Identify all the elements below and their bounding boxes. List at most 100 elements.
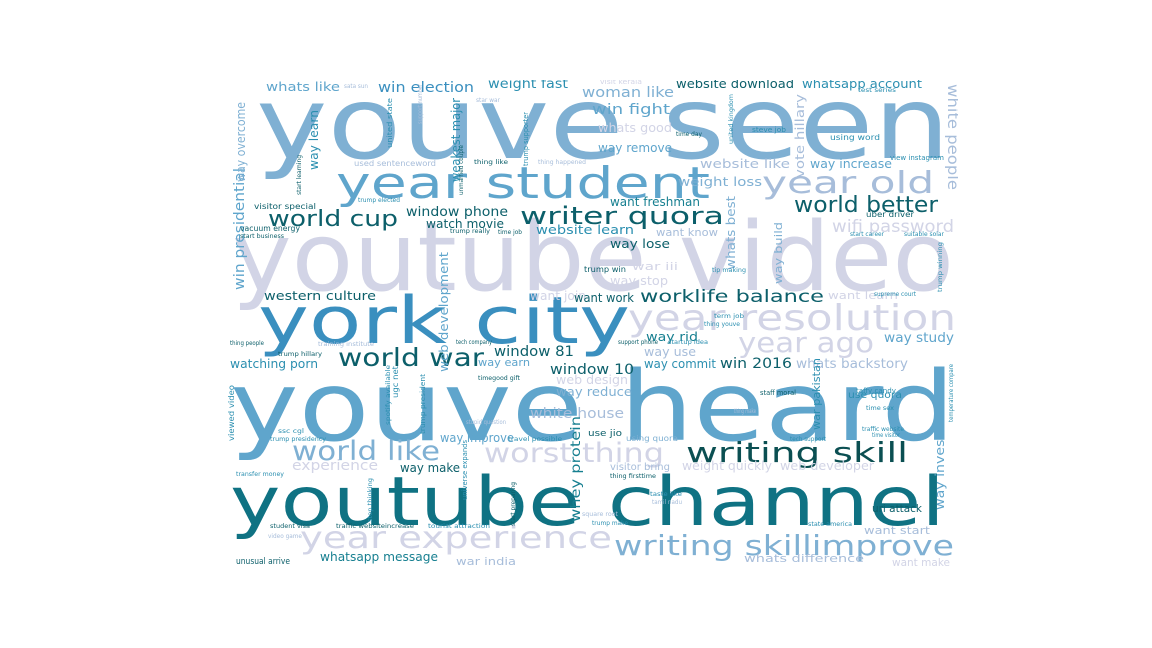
word: time sex xyxy=(866,405,894,412)
word: woman like xyxy=(582,85,674,101)
word: way reduce xyxy=(556,385,632,399)
word: website like xyxy=(700,157,790,171)
word: worst thing xyxy=(484,438,664,469)
word: win fight xyxy=(592,102,671,118)
word: watching porn xyxy=(230,357,318,371)
word: way build xyxy=(772,222,785,284)
word: want learn xyxy=(828,289,898,302)
word: youve heard xyxy=(230,351,955,463)
word: year resolution xyxy=(628,298,956,339)
word: video game xyxy=(268,533,302,540)
word: visit kerala xyxy=(600,80,642,86)
word: weight loss xyxy=(678,175,762,189)
word: want start xyxy=(864,524,931,537)
word: war pakistan xyxy=(810,358,823,430)
word: world cup xyxy=(268,207,398,232)
word: whats difference xyxy=(744,552,864,565)
word: united state xyxy=(386,98,394,148)
word: temperature compare xyxy=(948,364,955,422)
word: western culture xyxy=(264,289,376,303)
word: use jio xyxy=(588,429,623,439)
word: window phone xyxy=(406,205,508,220)
word: term job xyxy=(714,313,744,320)
word: whats good xyxy=(598,121,672,135)
word: way improve xyxy=(440,431,514,445)
word: thing firsttime xyxy=(610,473,656,480)
word: start learning xyxy=(296,155,303,195)
word: taste like xyxy=(650,491,682,498)
word: traffic website xyxy=(862,426,904,433)
word: world war xyxy=(338,343,485,372)
word: suitable solar xyxy=(904,231,945,238)
word: window 10 xyxy=(550,362,634,378)
word: wifi password xyxy=(832,217,954,237)
word: year experience xyxy=(300,521,612,556)
word: whatsapp message xyxy=(320,550,438,564)
word: way rid xyxy=(646,330,698,344)
word: trump presidency xyxy=(270,436,326,443)
word: taffy candy xyxy=(856,387,896,395)
word: way overcome xyxy=(234,102,248,182)
word: trump hillary xyxy=(278,351,323,358)
word: whatsapp account xyxy=(802,80,922,91)
word: york city xyxy=(258,284,630,359)
word: trump win xyxy=(584,265,626,274)
word: uri attack xyxy=(872,502,923,515)
word: whats best xyxy=(724,196,738,270)
word: startup idea xyxy=(668,339,708,346)
word: viewed video xyxy=(227,385,236,441)
word: staff moral xyxy=(760,389,796,397)
word: transfer money xyxy=(236,471,284,478)
word: white people xyxy=(944,84,958,190)
word: spotify available xyxy=(385,365,392,425)
word: thing make xyxy=(734,408,756,415)
word: united kingdom xyxy=(728,94,735,144)
word: whats like xyxy=(266,80,340,94)
word: tech support xyxy=(790,436,827,443)
word: weakest major xyxy=(449,98,463,182)
word: web design xyxy=(556,373,628,387)
word: world better xyxy=(794,193,939,218)
word: writing skillimprove xyxy=(614,529,954,562)
word: using word xyxy=(830,133,880,142)
word: sata sun xyxy=(344,83,368,90)
word: war iii xyxy=(632,260,678,273)
word: year old xyxy=(762,166,934,201)
word: tech company xyxy=(456,339,492,346)
word: youtube channel xyxy=(230,463,945,542)
word: want know xyxy=(656,226,718,239)
word: unmarried couple xyxy=(458,145,465,195)
word: visitor special xyxy=(254,202,316,211)
word: whey protein xyxy=(569,416,584,522)
word: web developer xyxy=(780,459,874,473)
word: tip making xyxy=(712,267,746,274)
word: war india xyxy=(456,555,516,568)
word: student visa xyxy=(270,523,310,530)
word: way invest xyxy=(933,434,947,510)
word: way remove xyxy=(598,141,672,155)
word: supreme court xyxy=(874,291,917,298)
word: want join xyxy=(530,289,586,303)
word: time day xyxy=(676,131,702,138)
word: worklife balance xyxy=(640,287,824,307)
word: use quora xyxy=(848,390,902,401)
word: website learn xyxy=(536,223,634,237)
word: traffic websiteincrease xyxy=(336,523,414,530)
word: trump supporter xyxy=(522,112,530,166)
word: way commit xyxy=(644,357,716,371)
word: writer quora xyxy=(520,202,724,230)
word: timegood gift xyxy=(478,375,521,382)
word: uber driver xyxy=(866,210,915,219)
word: trump winning xyxy=(937,242,944,292)
word: way earn xyxy=(478,356,530,369)
word: used sentenceword xyxy=(354,159,436,168)
word: youve seen xyxy=(256,80,950,182)
word-cloud: youve seen youtube video youve heard you… xyxy=(225,80,958,570)
word: white house xyxy=(530,406,624,422)
word: time job xyxy=(498,229,522,236)
word: training institute xyxy=(318,341,374,348)
word: youtube video xyxy=(232,203,954,313)
word: trump president xyxy=(419,374,427,434)
word: vacuum energy xyxy=(240,224,300,233)
word: watch movie xyxy=(426,217,504,231)
